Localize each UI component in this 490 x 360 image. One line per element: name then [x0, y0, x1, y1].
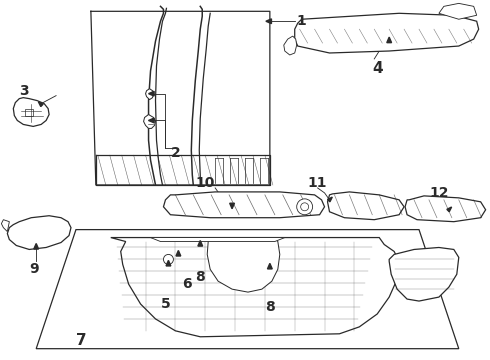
Polygon shape: [1, 220, 9, 231]
Polygon shape: [144, 114, 155, 129]
Polygon shape: [389, 247, 459, 301]
Polygon shape: [150, 238, 285, 242]
Polygon shape: [207, 238, 280, 292]
Polygon shape: [230, 203, 234, 209]
Polygon shape: [294, 13, 479, 53]
Text: 4: 4: [372, 61, 383, 76]
Text: 2: 2: [171, 146, 180, 160]
Text: 10: 10: [196, 176, 215, 190]
Polygon shape: [7, 216, 71, 249]
Polygon shape: [284, 36, 297, 55]
Bar: [25, 109, 33, 117]
Polygon shape: [164, 192, 324, 218]
Polygon shape: [176, 251, 181, 256]
Polygon shape: [111, 238, 399, 337]
Text: 1: 1: [297, 14, 306, 28]
Circle shape: [164, 255, 173, 264]
Polygon shape: [148, 118, 154, 123]
Polygon shape: [268, 264, 272, 269]
Polygon shape: [166, 260, 171, 266]
Polygon shape: [34, 243, 39, 249]
Text: 9: 9: [29, 262, 39, 276]
Polygon shape: [148, 91, 154, 96]
Text: 8: 8: [265, 300, 274, 314]
Polygon shape: [405, 196, 486, 222]
Text: 6: 6: [182, 277, 192, 291]
Circle shape: [301, 203, 309, 211]
Polygon shape: [327, 192, 404, 220]
Text: 8: 8: [196, 270, 205, 284]
Polygon shape: [13, 98, 49, 126]
Polygon shape: [146, 89, 153, 100]
Text: 12: 12: [429, 186, 448, 200]
Polygon shape: [447, 207, 452, 212]
Text: 7: 7: [76, 333, 87, 348]
Polygon shape: [266, 19, 271, 24]
Polygon shape: [38, 102, 43, 107]
Polygon shape: [387, 37, 392, 43]
Polygon shape: [327, 197, 332, 202]
Text: 5: 5: [161, 297, 170, 311]
Circle shape: [297, 199, 313, 215]
Text: 11: 11: [308, 176, 327, 190]
Text: 3: 3: [19, 84, 29, 98]
Polygon shape: [198, 240, 203, 246]
Polygon shape: [439, 3, 477, 19]
